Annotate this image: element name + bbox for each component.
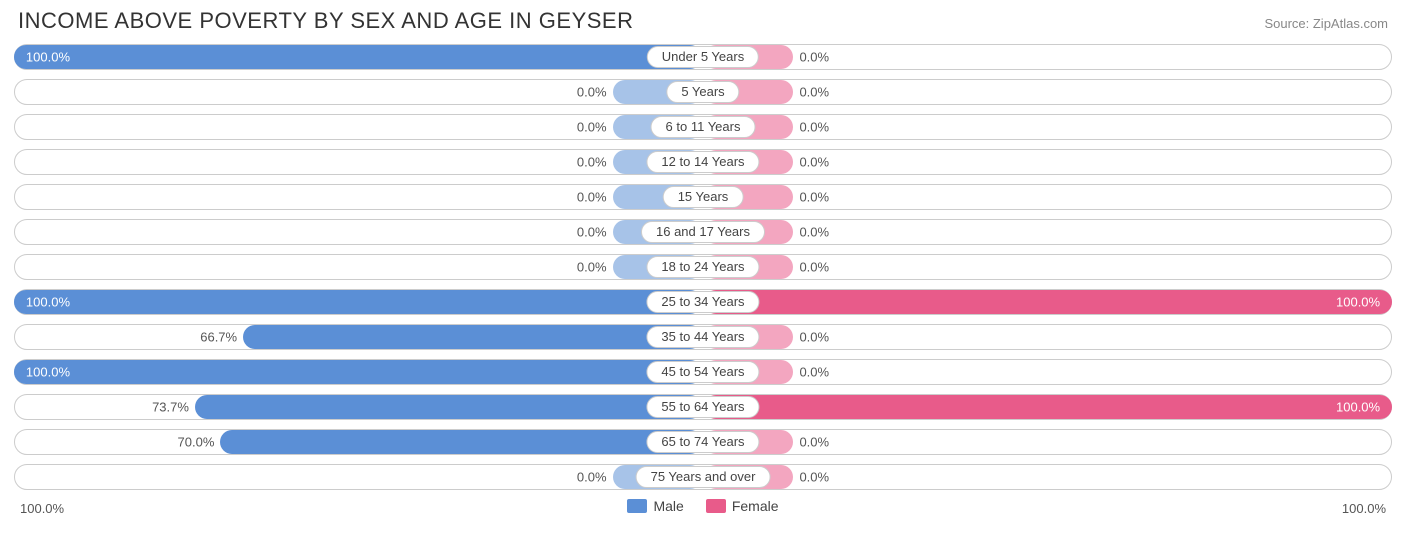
chart-row: 70.0% 0.0% 65 to 74 Years [14,429,1392,455]
male-bar [14,290,702,314]
chart-row: 0.0% 0.0% 18 to 24 Years [14,254,1392,280]
chart-row: 0.0% 0.0% 75 Years and over [14,464,1392,490]
age-group-label: 16 and 17 Years [641,221,765,243]
legend-female-label: Female [732,498,779,514]
male-value-label: 0.0% [577,120,607,135]
female-value-label: 0.0% [799,120,829,135]
age-group-label: 12 to 14 Years [646,151,759,173]
age-group-label: 55 to 64 Years [646,396,759,418]
legend-male: Male [627,498,683,514]
age-group-label: 25 to 34 Years [646,291,759,313]
chart-header: INCOME ABOVE POVERTY BY SEX AND AGE IN G… [14,8,1392,44]
male-bar [14,45,702,69]
chart-rows: 100.0%0.0%Under 5 Years0.0%0.0%5 Years0.… [14,44,1392,490]
chart-row: 100.0% 100.0% 25 to 34 Years [14,289,1392,315]
male-value-label: 0.0% [577,190,607,205]
chart-row: 0.0% 0.0% 16 and 17 Years [14,219,1392,245]
female-bar [704,290,1392,314]
female-value-label: 0.0% [799,85,829,100]
chart-row: 0.0% 0.0% 5 Years [14,79,1392,105]
male-value-label: 0.0% [577,260,607,275]
male-bar [243,325,702,349]
female-value-label: 0.0% [799,190,829,205]
female-bar [704,395,1392,419]
axis-left-label: 100.0% [20,501,64,516]
age-group-label: 35 to 44 Years [646,326,759,348]
male-value-label: 100.0% [26,50,70,65]
chart-row: 0.0% 0.0% 15 Years [14,184,1392,210]
chart-title: INCOME ABOVE POVERTY BY SEX AND AGE IN G… [18,8,633,34]
age-group-label: 6 to 11 Years [651,116,756,138]
male-swatch-icon [627,499,647,513]
male-value-label: 100.0% [26,295,70,310]
axis-right-label: 100.0% [1342,501,1386,516]
male-value-label: 70.0% [178,435,215,450]
chart-row: 100.0% 0.0% Under 5 Years [14,44,1392,70]
female-value-label: 0.0% [799,155,829,170]
female-value-label: 0.0% [799,50,829,65]
legend-male-label: Male [653,498,683,514]
chart-row: 73.7% 100.0% 55 to 64 Years [14,394,1392,420]
female-value-label: 0.0% [799,330,829,345]
chart-row: 100.0% 0.0% 45 to 54 Years [14,359,1392,385]
chart-source: Source: ZipAtlas.com [1264,16,1388,31]
male-bar [220,430,702,454]
male-value-label: 66.7% [200,330,237,345]
age-group-label: Under 5 Years [647,46,759,68]
age-group-label: 45 to 54 Years [646,361,759,383]
female-value-label: 0.0% [799,225,829,240]
female-value-label: 100.0% [1336,400,1380,415]
male-bar [195,395,702,419]
female-value-label: 100.0% [1336,295,1380,310]
male-value-label: 0.0% [577,85,607,100]
male-value-label: 0.0% [577,470,607,485]
female-swatch-icon [706,499,726,513]
male-bar [14,360,702,384]
legend: Male Female [14,498,1392,514]
age-group-label: 65 to 74 Years [646,431,759,453]
female-value-label: 0.0% [799,435,829,450]
male-value-label: 73.7% [152,400,189,415]
female-value-label: 0.0% [799,260,829,275]
age-group-label: 18 to 24 Years [646,256,759,278]
age-group-label: 5 Years [666,81,739,103]
female-value-label: 0.0% [799,365,829,380]
chart-row: 66.7% 0.0% 35 to 44 Years [14,324,1392,350]
age-group-label: 75 Years and over [636,466,771,488]
chart-row: 0.0% 0.0% 12 to 14 Years [14,149,1392,175]
male-value-label: 0.0% [577,155,607,170]
age-group-label: 15 Years [663,186,744,208]
male-value-label: 0.0% [577,225,607,240]
female-value-label: 0.0% [799,470,829,485]
chart-row: 0.0% 0.0% 6 to 11 Years [14,114,1392,140]
male-value-label: 100.0% [26,365,70,380]
legend-female: Female [706,498,779,514]
